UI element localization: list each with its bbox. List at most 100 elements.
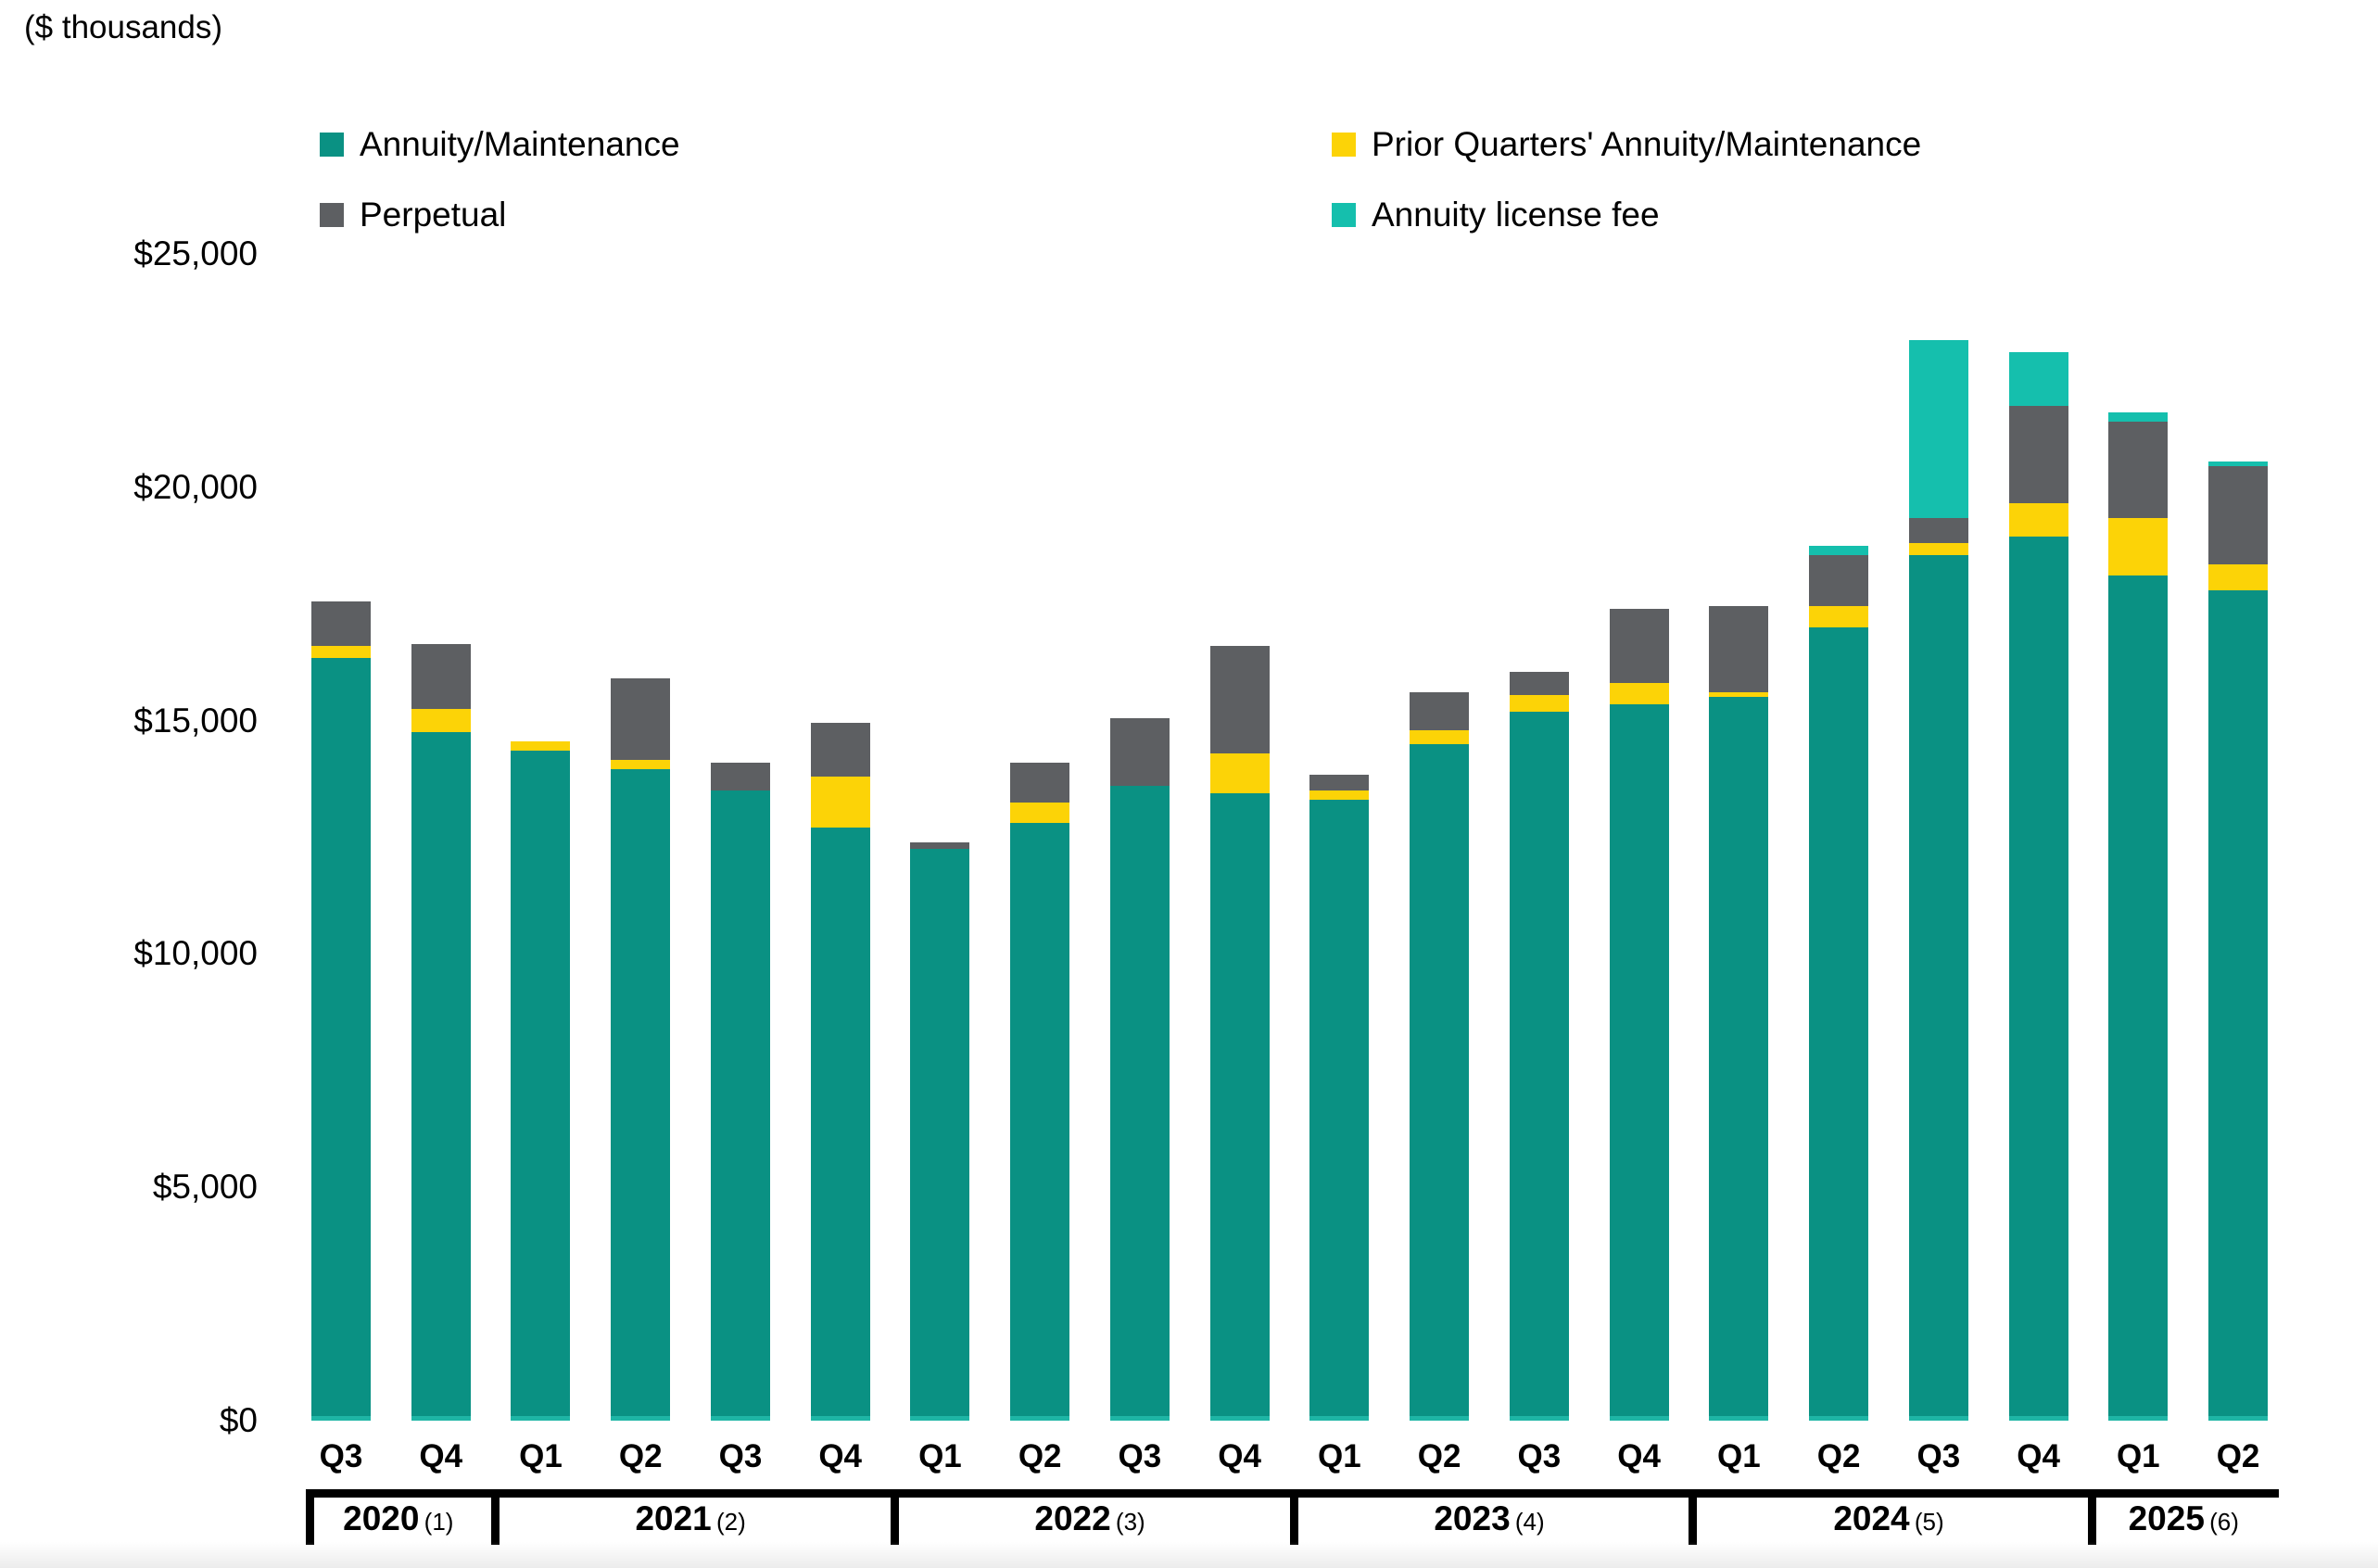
legend-label: Prior Quarters' Annuity/Maintenance — [1372, 125, 1922, 163]
x-axis-quarter-label: Q1 — [918, 1438, 962, 1474]
bar-base-strip — [710, 1416, 770, 1421]
bar-segment — [1709, 692, 1769, 698]
bar-segment — [1010, 762, 1070, 803]
bar-segment — [810, 723, 870, 778]
bar-segment — [2208, 466, 2269, 564]
bar-segment — [1410, 729, 1470, 744]
bar-segment — [311, 646, 371, 658]
bar-segment — [2108, 517, 2169, 576]
x-axis-quarter-label: Q2 — [2216, 1438, 2260, 1474]
year-bracket-tick — [490, 1489, 500, 1545]
bar-segment — [1410, 743, 1470, 1421]
bar-segment — [2208, 589, 2269, 1421]
bar-segment — [2008, 503, 2068, 537]
bar-base-strip — [2008, 1416, 2068, 1421]
x-axis-quarter-label: Q1 — [2116, 1438, 2160, 1474]
bar-segment — [1509, 694, 1569, 712]
bar-segment — [1908, 517, 1968, 544]
bar-base-strip — [511, 1416, 571, 1421]
bar-segment — [411, 643, 471, 709]
bar-segment — [611, 769, 671, 1421]
bar-segment — [1309, 800, 1370, 1421]
year-label: 2020 (1) — [343, 1499, 454, 1537]
bar-segment — [1709, 697, 1769, 1421]
bar-segment — [2008, 351, 2068, 406]
bar-segment — [1609, 608, 1669, 684]
legend-item: Prior Quarters' Annuity/Maintenance — [1332, 125, 1921, 163]
x-axis-quarter-label: Q3 — [319, 1438, 363, 1474]
x-axis-quarter-label: Q3 — [1517, 1438, 1562, 1474]
year-bracket-tick — [2088, 1489, 2097, 1545]
year-bracket-tick — [1689, 1489, 1698, 1545]
y-axis-tick-label: $10,000 — [133, 934, 258, 973]
bar-base-strip — [411, 1416, 471, 1421]
y-axis-tick-label: $0 — [219, 1401, 258, 1439]
bar-segment — [2208, 563, 2269, 590]
x-axis-quarter-label: Q3 — [1916, 1438, 1961, 1474]
bar-segment — [1908, 543, 1968, 555]
bar-segment — [1809, 626, 1869, 1421]
x-axis-quarter-label: Q1 — [1717, 1438, 1761, 1474]
legend-swatch-icon — [320, 203, 344, 227]
year-label: 2025 (6) — [2128, 1499, 2239, 1537]
bar-base-strip — [1309, 1416, 1370, 1421]
bar-segment — [1509, 711, 1569, 1421]
x-axis-quarter-label: Q4 — [818, 1438, 863, 1474]
bar-base-strip — [1410, 1416, 1470, 1421]
bar-segment — [1209, 792, 1270, 1421]
bar-segment — [1509, 671, 1569, 695]
y-axis-tick-label: $5,000 — [152, 1168, 258, 1207]
year-bracket-tick — [890, 1489, 899, 1545]
bar-base-strip — [810, 1416, 870, 1421]
x-axis-quarter-label: Q2 — [618, 1438, 663, 1474]
x-axis-quarter-label: Q2 — [1417, 1438, 1461, 1474]
bar-segment — [411, 732, 471, 1421]
legend-swatch-icon — [1332, 203, 1356, 227]
bar-base-strip — [2108, 1416, 2169, 1421]
bar-segment — [411, 709, 471, 733]
bar-segment — [2208, 462, 2269, 467]
bar-segment — [1209, 752, 1270, 793]
y-axis-tick-label: $25,000 — [133, 234, 258, 272]
legend-label: Annuity/Maintenance — [360, 125, 680, 163]
bar-base-strip — [2208, 1416, 2269, 1421]
bar-base-strip — [1209, 1416, 1270, 1421]
legend-label: Annuity license fee — [1372, 196, 1660, 234]
bar-segment — [1309, 774, 1370, 791]
legend-item: Annuity license fee — [1332, 196, 1660, 234]
legend-swatch-icon — [1332, 133, 1356, 157]
bar-segment — [1010, 823, 1070, 1421]
bar-base-strip — [611, 1416, 671, 1421]
x-axis-quarter-label: Q3 — [1118, 1438, 1162, 1474]
bar-segment — [1908, 340, 1968, 518]
bar-segment — [2008, 405, 2068, 504]
bar-segment — [1209, 646, 1270, 753]
x-axis-quarter-label: Q1 — [519, 1438, 563, 1474]
bar-segment — [511, 741, 571, 752]
bar-segment — [910, 849, 970, 1421]
bar-segment — [810, 777, 870, 828]
bar-segment — [611, 760, 671, 770]
year-label: 2024 (5) — [1833, 1499, 1944, 1537]
bar-segment — [2108, 422, 2169, 518]
bar-base-strip — [311, 1416, 371, 1421]
units-note: ($ thousands) — [24, 9, 223, 45]
bar-segment — [1809, 606, 1869, 627]
bar-segment — [810, 828, 870, 1421]
bar-segment — [1809, 545, 1869, 555]
x-axis-quarter-label: Q4 — [419, 1438, 463, 1474]
x-axis-quarter-label: Q4 — [2017, 1438, 2060, 1474]
y-axis-tick-label: $20,000 — [133, 467, 258, 506]
y-axis-tick-label: $15,000 — [133, 701, 258, 740]
legend-item: Perpetual — [320, 196, 507, 234]
bar-segment — [2108, 412, 2169, 423]
x-axis-quarter-label: Q4 — [1617, 1438, 1661, 1474]
bar-base-strip — [1010, 1416, 1070, 1421]
bar-base-strip — [1809, 1416, 1869, 1421]
bar-segment — [1309, 790, 1370, 801]
legend-label: Perpetual — [360, 196, 507, 234]
legend-item: Annuity/Maintenance — [320, 125, 680, 163]
year-bracket-tick — [306, 1489, 314, 1545]
bar-segment — [1709, 606, 1769, 693]
